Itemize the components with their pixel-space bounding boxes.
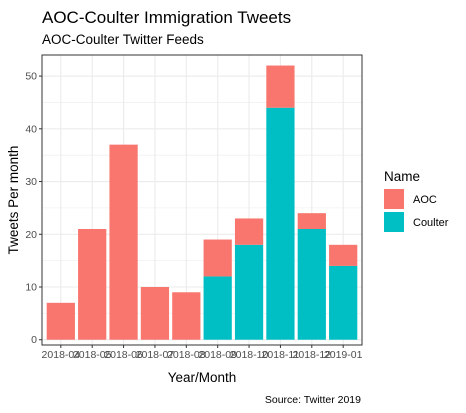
bar-coulter-2018-09 bbox=[203, 276, 232, 340]
bar-aoc-2018-10 bbox=[234, 218, 264, 245]
x-tick-label: 2018-11 bbox=[262, 349, 300, 361]
legend: Name AOC Coulter bbox=[384, 169, 449, 232]
x-tick-label: 2018-09 bbox=[198, 349, 237, 361]
chart-title: AOC-Coulter Immigration Tweets bbox=[42, 8, 291, 27]
x-axis-title: Year/Month bbox=[168, 370, 237, 385]
bar-aoc-2018-07 bbox=[140, 287, 170, 340]
bar-aoc-2018-05 bbox=[78, 229, 107, 340]
y-tick-label: 30 bbox=[25, 176, 37, 188]
y-tick-label: 0 bbox=[31, 334, 37, 346]
x-tick-label: 2018-10 bbox=[230, 349, 269, 361]
y-tick-label: 20 bbox=[25, 229, 37, 241]
y-tick-label: 40 bbox=[25, 123, 37, 135]
x-tick-label: 2018-04 bbox=[42, 349, 81, 361]
y-tick-label: 10 bbox=[25, 282, 37, 294]
bar-aoc-2018-09 bbox=[203, 239, 232, 277]
legend-title: Name bbox=[384, 169, 420, 184]
x-tick-label: 2018-05 bbox=[73, 349, 112, 361]
x-axis: 2018-042018-052018-062018-072018-082018-… bbox=[42, 345, 363, 361]
x-tick-label: 2018-07 bbox=[136, 349, 175, 361]
bar-aoc-2018-04 bbox=[46, 302, 75, 340]
x-tick-label: 2018-06 bbox=[104, 349, 143, 361]
chart-caption: Source: Twitter 2019 bbox=[265, 394, 361, 406]
bar-aoc-2019-01 bbox=[329, 244, 358, 266]
legend-label-coulter: Coulter bbox=[413, 217, 449, 229]
legend-swatch-aoc bbox=[384, 189, 404, 209]
legend-label-aoc: AOC bbox=[413, 194, 437, 206]
bar-coulter-2018-11 bbox=[266, 107, 295, 340]
chart-subtitle: AOC-Coulter Twitter Feeds bbox=[42, 32, 204, 47]
legend-swatch-coulter bbox=[384, 212, 404, 232]
panel-border bbox=[41, 54, 363, 346]
y-axis: 0 10 20 30 40 50 bbox=[25, 71, 42, 346]
bar-aoc-2018-12 bbox=[297, 213, 326, 229]
bar-aoc-2018-11 bbox=[266, 65, 295, 108]
y-axis-title: Tweets Per month bbox=[6, 146, 21, 255]
bar-coulter-2018-10 bbox=[234, 244, 264, 340]
y-tick-label: 50 bbox=[25, 71, 37, 83]
x-tick-label: 2018-08 bbox=[167, 349, 206, 361]
bar-coulter-2018-12 bbox=[297, 229, 326, 340]
bars bbox=[46, 65, 358, 340]
x-tick-label: 2019-01 bbox=[324, 349, 363, 361]
bar-coulter-2019-01 bbox=[329, 265, 358, 340]
x-tick-label: 2018-12 bbox=[293, 349, 332, 361]
bar-aoc-2018-08 bbox=[172, 292, 201, 340]
bar-aoc-2018-06 bbox=[109, 144, 138, 340]
